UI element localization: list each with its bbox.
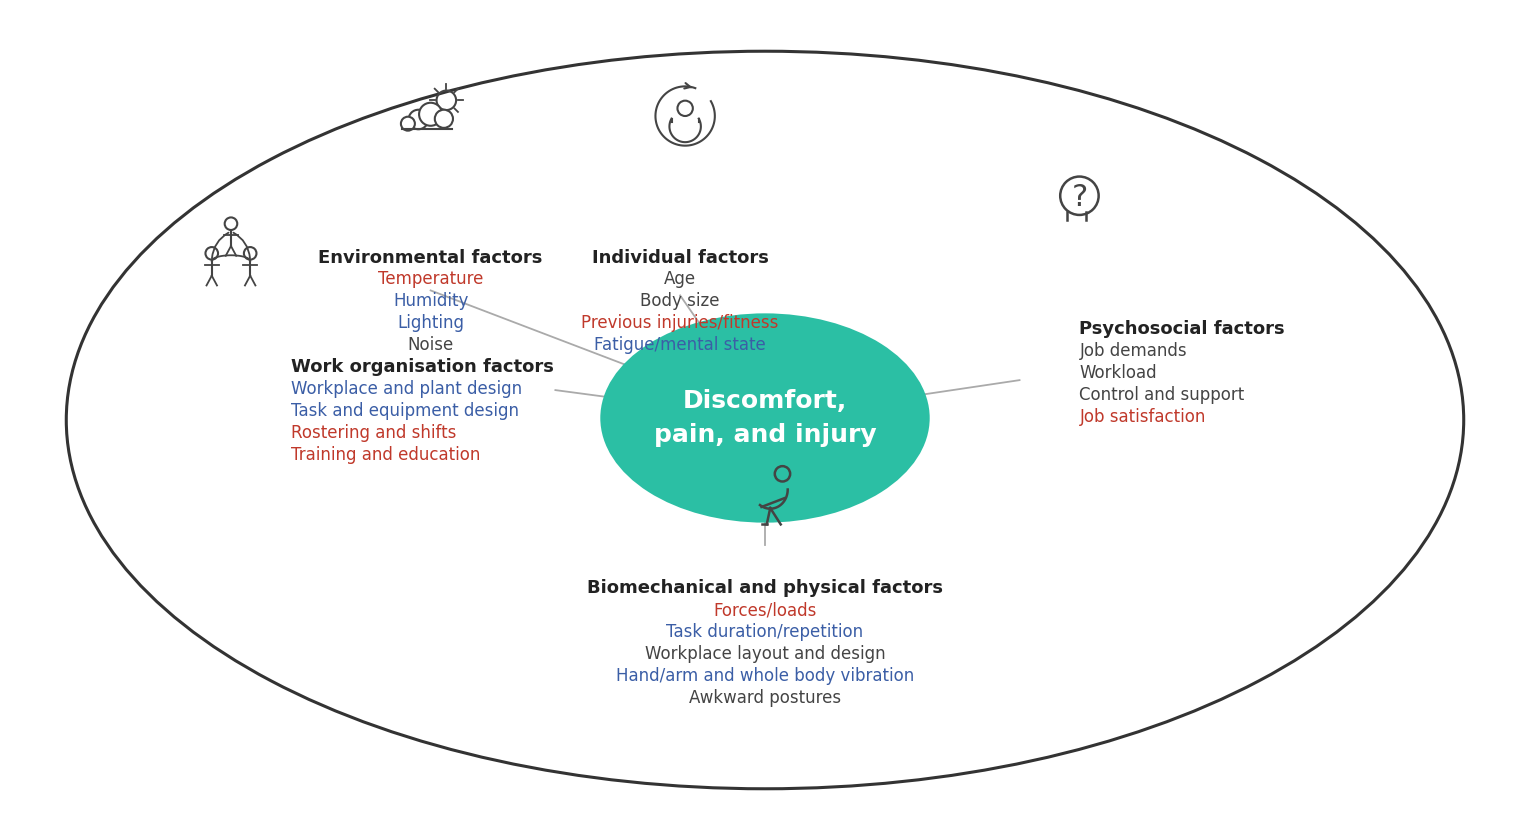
Text: Training and education: Training and education <box>291 446 480 464</box>
Text: Noise: Noise <box>407 336 454 354</box>
Text: Job demands: Job demands <box>1080 342 1187 360</box>
Circle shape <box>401 117 415 131</box>
Text: Workload: Workload <box>1080 364 1157 383</box>
Text: Temperature: Temperature <box>378 270 483 289</box>
Text: Body size: Body size <box>641 293 721 310</box>
Text: Task and equipment design: Task and equipment design <box>291 402 519 420</box>
Text: Previous injuries/fitness: Previous injuries/fitness <box>581 315 779 332</box>
Text: Environmental factors: Environmental factors <box>318 248 543 267</box>
Text: Control and support: Control and support <box>1080 386 1245 404</box>
Text: Lighting: Lighting <box>398 315 464 332</box>
Text: ?: ? <box>1071 183 1088 212</box>
Text: Age: Age <box>664 270 696 289</box>
Text: Job satisfaction: Job satisfaction <box>1080 408 1206 426</box>
Text: Rostering and shifts: Rostering and shifts <box>291 424 456 442</box>
Text: Workplace layout and design: Workplace layout and design <box>644 645 886 664</box>
Text: Discomfort,
pain, and injury: Discomfort, pain, and injury <box>653 389 877 446</box>
Ellipse shape <box>66 51 1464 789</box>
Text: Task duration/repetition: Task duration/repetition <box>667 623 863 641</box>
Text: Fatigue/mental state: Fatigue/mental state <box>594 336 767 354</box>
Text: Psychosocial factors: Psychosocial factors <box>1080 320 1285 338</box>
Text: Humidity: Humidity <box>393 293 468 310</box>
Text: Workplace and plant design: Workplace and plant design <box>291 380 522 399</box>
Text: Work organisation factors: Work organisation factors <box>291 358 554 376</box>
Text: Individual factors: Individual factors <box>592 248 768 267</box>
Text: Biomechanical and physical factors: Biomechanical and physical factors <box>588 580 942 597</box>
Text: Hand/arm and whole body vibration: Hand/arm and whole body vibration <box>617 667 913 685</box>
Circle shape <box>435 110 453 128</box>
Text: Forces/loads: Forces/loads <box>713 602 817 619</box>
Circle shape <box>419 102 442 126</box>
Text: Awkward postures: Awkward postures <box>688 689 842 707</box>
Circle shape <box>409 110 428 129</box>
Ellipse shape <box>600 313 930 523</box>
